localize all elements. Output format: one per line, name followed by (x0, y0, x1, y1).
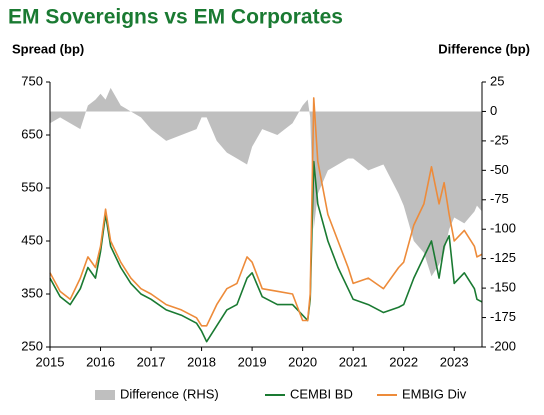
legend-label: CEMBI BD (290, 386, 353, 401)
y-tick-label: 750 (21, 73, 43, 88)
x-tick-label: 2022 (389, 354, 418, 369)
y-tick-label: 350 (21, 285, 43, 300)
difference-area (50, 87, 482, 277)
y2-tick-label: -125 (490, 250, 516, 265)
x-tick-label: 2017 (137, 354, 166, 369)
series-line (49, 97, 483, 327)
y2-tick-label: -50 (490, 162, 509, 177)
y2-tick-label: -75 (490, 191, 509, 206)
x-tick-label: 2015 (36, 354, 65, 369)
y-tick-label: 550 (21, 179, 43, 194)
y2-tick-label: -100 (490, 221, 516, 236)
x-tick-label: 2019 (238, 354, 267, 369)
y2-tick-label: 0 (490, 103, 497, 118)
y-tick-label: 650 (21, 126, 43, 141)
y2-tick-label: -175 (490, 309, 516, 324)
x-tick-label: 2018 (187, 354, 216, 369)
x-tick-label: 2021 (339, 354, 368, 369)
y2-tick-label: -200 (490, 338, 516, 353)
legend-label: Difference (RHS) (120, 386, 219, 401)
y2-tick-label: -25 (490, 132, 509, 147)
y2-tick-label: 25 (490, 73, 504, 88)
legend-label: EMBIG Div (402, 386, 467, 401)
y2-tick-label: -150 (490, 280, 516, 295)
y-tick-label: 450 (21, 232, 43, 247)
series-line (49, 160, 483, 343)
x-tick-label: 2023 (440, 354, 469, 369)
y-axis-title: Spread (bp) (12, 41, 84, 56)
chart-title: EM Sovereigns vs EM Corporates (8, 6, 343, 29)
y-tick-label: 250 (21, 338, 43, 353)
y2-axis-title: Difference (bp) (438, 41, 530, 56)
x-tick-label: 2020 (288, 354, 317, 369)
legend-swatch (95, 390, 115, 400)
x-tick-label: 2016 (86, 354, 115, 369)
